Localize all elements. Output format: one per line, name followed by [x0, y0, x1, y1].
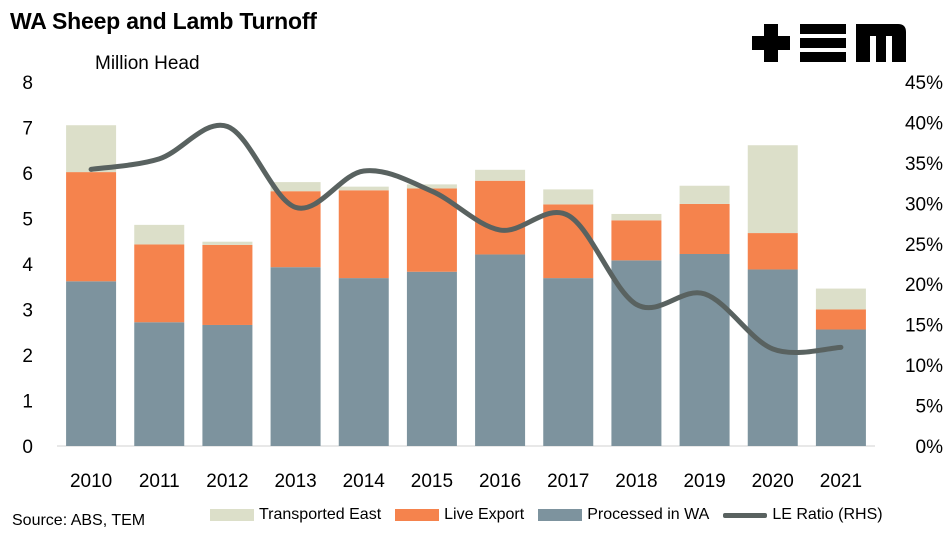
y-tick-label: 7 [22, 119, 33, 140]
x-tick-label: 2019 [683, 471, 725, 492]
y2-tick-label: 45% [905, 73, 943, 94]
legend-item-transported-east: Transported East [210, 506, 381, 524]
y2-tick-label: 25% [905, 235, 943, 256]
x-tick-label: 2013 [274, 471, 316, 492]
x-tick-label: 2020 [752, 471, 794, 492]
legend-label-processed-wa: Processed in WA [587, 506, 710, 523]
bar-transported-east-2021 [815, 288, 866, 310]
y-tick-label: 4 [22, 255, 33, 276]
bar-processed-wa-2012 [202, 324, 253, 446]
y2-tick-label: 35% [905, 154, 943, 175]
bar-live-export-2021 [815, 309, 866, 330]
bar-live-export-2014 [338, 190, 389, 279]
x-tick-label: 2011 [139, 471, 180, 492]
legend-swatch-processed-wa [538, 509, 583, 521]
bar-processed-wa-2011 [134, 322, 185, 446]
x-tick-label: 2014 [343, 471, 386, 492]
bar-transported-east-2017 [543, 189, 594, 205]
x-tick-label: 2018 [615, 471, 657, 492]
legend-item-processed-wa: Processed in WA [538, 506, 709, 524]
tem-logo [752, 24, 906, 69]
bar-live-export-2019 [679, 203, 730, 254]
y-tick-label: 5 [22, 210, 33, 231]
bar-processed-wa-2010 [66, 281, 117, 446]
y-tick-label: 3 [22, 301, 33, 322]
bar-processed-wa-2020 [747, 269, 798, 446]
y2-tick-label: 5% [916, 397, 944, 418]
legend-item-le-ratio: LE Ratio (RHS) [723, 506, 883, 524]
y-tick-label: 2 [22, 346, 33, 367]
y2-tick-label: 0% [916, 437, 944, 458]
bar-live-export-2018 [611, 220, 662, 261]
bar-transported-east-2018 [611, 213, 662, 221]
legend-item-live-export: Live Export [395, 506, 524, 524]
chart-area: 0 1 2 3 4 5 6 7 8 0% 5% 10% 15% 20% 25% 30% 35% 40% 45% 2… [22, 73, 944, 492]
bar-processed-wa-2013 [270, 267, 321, 446]
bar-transported-east-2010 [66, 125, 117, 173]
y-tick-label: 8 [22, 73, 33, 94]
bar-transported-east-2015 [406, 184, 457, 189]
bar-processed-wa-2019 [679, 253, 730, 446]
legend-label-live-export: Live Export [444, 506, 525, 523]
bar-live-export-2010 [66, 172, 117, 282]
bar-transported-east-2012 [202, 241, 253, 245]
y2-tick-label: 15% [905, 316, 943, 337]
bar-live-export-2011 [134, 244, 185, 323]
y2-tick-label: 20% [905, 275, 943, 296]
y-tick-label: 1 [22, 392, 33, 413]
legend: Transported East Live Export Processed i… [210, 506, 897, 524]
legend-label-transported-east: Transported East [259, 506, 382, 523]
x-tick-label: 2016 [479, 471, 521, 492]
bar-processed-wa-2015 [406, 271, 457, 446]
bar-transported-east-2014 [338, 186, 389, 191]
bar-live-export-2016 [475, 180, 526, 255]
x-tick-label: 2017 [547, 471, 589, 492]
bar-transported-east-2013 [270, 182, 321, 192]
y2-tick-label: 30% [905, 194, 943, 215]
chart-title: WA Sheep and Lamb Turnoff [10, 8, 317, 34]
y2-tick-label: 40% [905, 113, 943, 134]
legend-swatch-le-ratio [723, 512, 768, 518]
bar-processed-wa-2014 [338, 278, 389, 446]
source-note: Source: ABS, TEM [12, 512, 146, 529]
legend-swatch-live-export [395, 509, 440, 521]
y-axis-label: Million Head [95, 53, 200, 74]
bar-live-export-2020 [747, 233, 798, 270]
x-tick-label: 2021 [820, 471, 862, 492]
bar-transported-east-2011 [134, 224, 185, 245]
x-tick-label: 2012 [206, 471, 248, 492]
y-tick-label: 0 [22, 437, 33, 458]
line-le-ratio [88, 122, 844, 356]
bar-processed-wa-2016 [475, 254, 526, 446]
x-tick-label: 2010 [70, 471, 112, 492]
bar-live-export-2012 [202, 244, 253, 325]
bar-transported-east-2016 [475, 169, 526, 181]
bar-transported-east-2019 [679, 185, 730, 204]
x-tick-label: 2015 [411, 471, 453, 492]
y2-tick-label: 10% [905, 356, 943, 377]
bar-transported-east-2020 [747, 145, 798, 234]
legend-label-le-ratio: LE Ratio (RHS) [772, 506, 883, 523]
y-tick-label: 6 [22, 164, 33, 185]
bar-processed-wa-2017 [543, 278, 594, 446]
legend-swatch-transported-east [210, 509, 254, 521]
